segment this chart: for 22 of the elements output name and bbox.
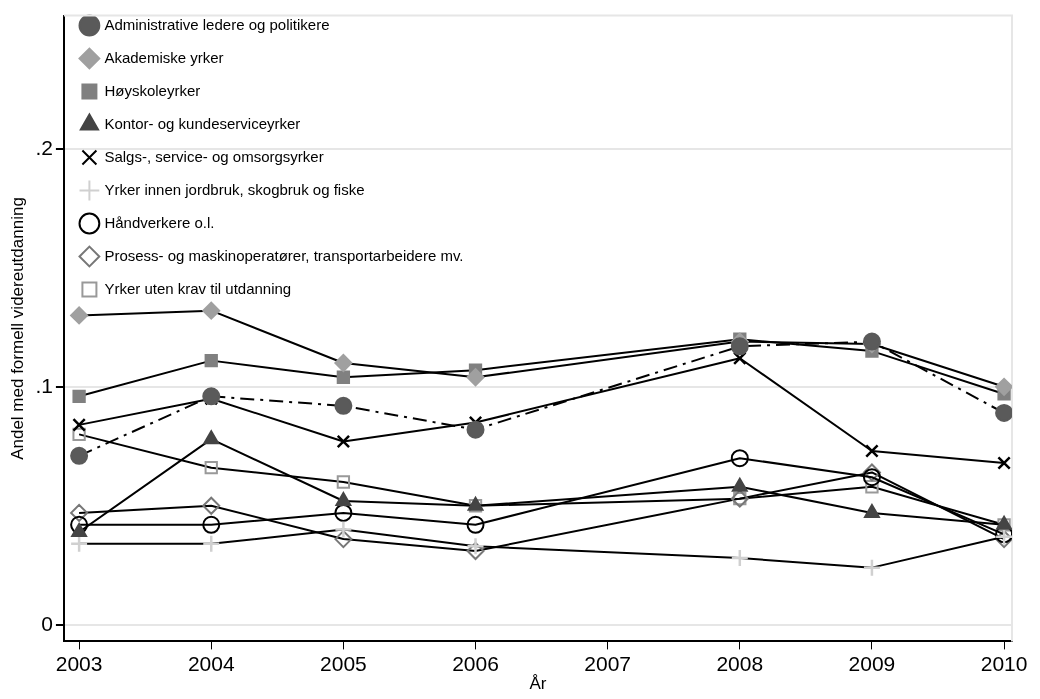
legend-label: Høyskoleyrker (104, 81, 201, 99)
x-tick-label: 2006 (452, 651, 499, 675)
legend-label: Salgs-, service- og omsorgsyrker (104, 147, 324, 165)
legend-label: Kontor- og kundeserviceyrker (104, 114, 301, 132)
legend-label: Yrker uten krav til utdanning (104, 279, 292, 297)
legend-label: Prosess- og maskinoperatører, transportarbeidere mv. (104, 246, 464, 264)
x-tick-label: 2003 (55, 651, 103, 675)
x-tick-label: 2004 (187, 651, 235, 675)
legend-label: Håndverkere o.l. (104, 213, 215, 231)
legend-label: Yrker innen jordbruk, skogbruk og fiske (104, 180, 365, 198)
x-tick-label: 2005 (320, 651, 367, 675)
y-axis-title: Andel med formell videreutdanning (7, 197, 27, 460)
x-tick-label: 2007 (584, 651, 632, 675)
x-tick-label: 2008 (716, 651, 764, 675)
y-tick-label: .2 (35, 135, 53, 159)
x-tick-label: 2009 (848, 651, 896, 675)
y-tick-label: .1 (35, 373, 53, 397)
legend-label: Administrative ledere og politikere (104, 15, 330, 33)
y-tick-label: 0 (41, 611, 53, 635)
x-axis-title: År (529, 674, 547, 694)
x-tick-label: 2010 (980, 651, 1028, 675)
legend-label: Akademiske yrker (104, 48, 224, 66)
